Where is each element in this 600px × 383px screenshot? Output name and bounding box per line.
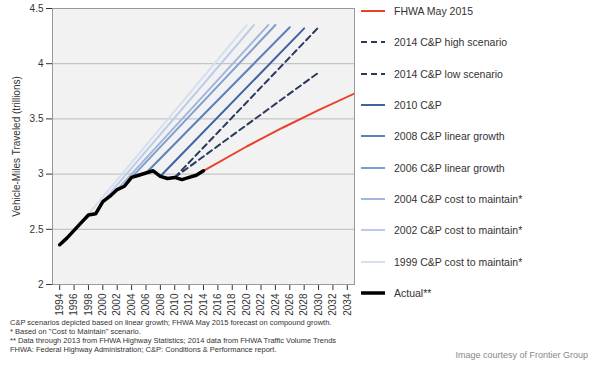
svg-text:Vehicle-Miles Traveled (trilli: Vehicle-Miles Traveled (trillions): [11, 76, 22, 217]
html-text:2002 C&P cost to maintain*: 2002 C&P cost to maintain*: [394, 224, 523, 237]
svg-text:2034: 2034: [342, 293, 353, 316]
html-text:Image courtesy of Frontier Gro: Image courtesy of Frontier Group: [455, 350, 588, 360]
svg-text:2026: 2026: [284, 293, 295, 316]
svg-text:4.5: 4.5: [30, 3, 44, 14]
html-text:** Data through 2013 from FHWA: ** Data through 2013 from FHWA Highway S…: [10, 336, 337, 345]
html-text:2014 C&P high scenario: 2014 C&P high scenario: [394, 36, 508, 49]
html-text:FHWA May 2015: FHWA May 2015: [394, 5, 473, 17]
svg-text:2018: 2018: [226, 293, 237, 316]
svg-text:1996: 1996: [68, 293, 79, 316]
html-text:2010 C&P: 2010 C&P: [394, 99, 442, 111]
html-text:* Based on "Cost to Maintain": * Based on "Cost to Maintain" scenario.: [10, 327, 141, 336]
svg-text:2008: 2008: [155, 293, 166, 316]
html-text:1999 C&P cost to maintain*: 1999 C&P cost to maintain*: [394, 255, 523, 268]
svg-text:2006: 2006: [140, 293, 151, 316]
svg-text:1994: 1994: [54, 293, 65, 316]
svg-text:2020: 2020: [241, 293, 252, 316]
svg-text:2030: 2030: [313, 293, 324, 316]
html-text:2014 C&P low scenario: 2014 C&P low scenario: [394, 67, 503, 80]
svg-text:2012: 2012: [183, 293, 194, 316]
svg-text:2022: 2022: [255, 293, 266, 316]
svg-text:2032: 2032: [327, 293, 338, 316]
svg-text:2004: 2004: [126, 293, 137, 316]
svg-text:2024: 2024: [270, 293, 281, 316]
html-text:2008 C&P linear growth: 2008 C&P linear growth: [394, 130, 505, 143]
html-text:C&P scenarios depicted based o: C&P scenarios depicted based on linear g…: [10, 318, 332, 327]
html-text:2006 C&P linear growth: 2006 C&P linear growth: [394, 161, 505, 174]
svg-text:4: 4: [38, 58, 44, 69]
svg-text:2002: 2002: [111, 293, 122, 316]
html-text:2004 C&P cost to maintain*: 2004 C&P cost to maintain*: [394, 193, 523, 205]
svg-text:2.5: 2.5: [30, 224, 44, 235]
svg-text:2028: 2028: [298, 293, 309, 316]
svg-text:1998: 1998: [83, 293, 94, 316]
svg-text:3.5: 3.5: [30, 113, 44, 124]
html-text:Actual**: Actual**: [394, 287, 432, 299]
html-text:FHWA: Federal Highway Administ: FHWA: Federal Highway Administration; C&…: [10, 345, 277, 354]
svg-text:3: 3: [38, 168, 44, 179]
svg-text:2000: 2000: [97, 293, 108, 316]
svg-text:2: 2: [38, 279, 44, 290]
svg-text:2016: 2016: [212, 293, 223, 316]
svg-text:2014: 2014: [198, 293, 209, 316]
svg-text:2010: 2010: [169, 293, 180, 316]
